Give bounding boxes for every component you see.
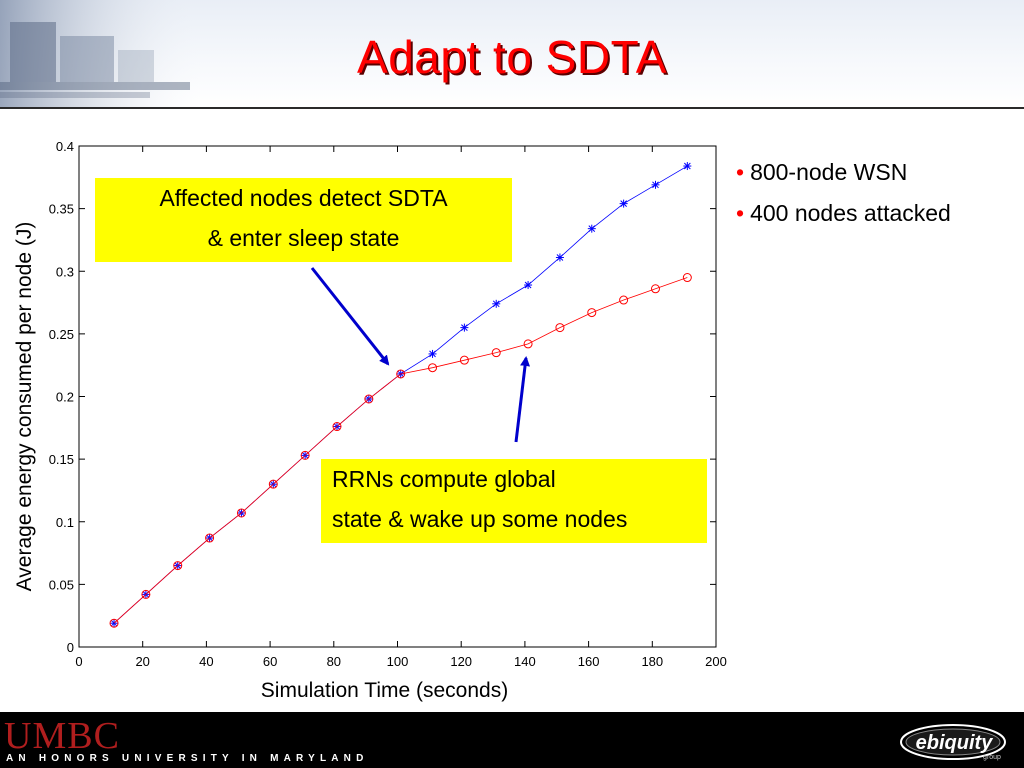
data-point-circle [555, 323, 565, 333]
slide-header: Adapt to SDTA [0, 0, 1024, 108]
slide-footer: UMBC AN HONORS UNIVERSITY IN MARYLAND eb… [0, 712, 1024, 768]
y-tick-label: 0.25 [49, 327, 74, 342]
bullet-text: 400 nodes attacked [750, 200, 951, 226]
ebiquity-logo: ebiquity group [900, 724, 1006, 761]
data-point-star [492, 299, 501, 308]
data-point-circle [109, 618, 119, 628]
svg-text:group: group [983, 754, 1001, 761]
x-axis-label: Simulation Time (seconds) [261, 679, 508, 702]
data-point-circle [268, 479, 278, 489]
data-point-circle [587, 308, 597, 318]
data-point-star [651, 180, 660, 189]
title-divider [0, 107, 1024, 109]
y-tick-label: 0.35 [49, 202, 74, 217]
callout-line: state & wake up some nodes [332, 506, 628, 532]
data-point-star [619, 199, 628, 208]
data-point-circle [141, 589, 151, 599]
umbc-tagline: AN HONORS UNIVERSITY IN MARYLAND [6, 753, 369, 764]
callout-line: Affected nodes detect SDTA [159, 185, 448, 211]
x-tick-label: 180 [641, 654, 663, 669]
series-line [113, 277, 688, 624]
callout-line: RRNs compute global [332, 466, 556, 492]
y-tick-label: 0.3 [56, 264, 74, 279]
data-point-circle [428, 363, 438, 373]
y-tick-label: 0 [67, 640, 74, 655]
data-point-star [683, 162, 692, 171]
x-tick-label: 100 [387, 654, 409, 669]
data-point-circle [205, 533, 215, 543]
data-point-circle [650, 284, 660, 294]
umbc-logo: UMBC [4, 715, 120, 757]
x-tick-label: 60 [263, 654, 277, 669]
callout-rrns-wake: RRNs compute global state & wake up some… [321, 459, 707, 543]
bullet-text: 800-node WSN [750, 159, 908, 185]
data-point-circle [523, 339, 533, 349]
bullet-dot-icon: • [736, 200, 745, 226]
data-point-star [555, 253, 564, 262]
data-point-circle [332, 422, 342, 432]
x-tick-label: 160 [578, 654, 600, 669]
data-point-circle [300, 450, 310, 460]
x-tick-label: 40 [199, 654, 213, 669]
data-point-circle [364, 394, 374, 404]
callout-line: & enter sleep state [207, 225, 400, 251]
callout-detect-sdta: Affected nodes detect SDTA & enter sleep… [95, 178, 512, 262]
data-point-circle [619, 295, 629, 305]
y-tick-label: 0.05 [49, 577, 74, 592]
x-tick-label: 20 [135, 654, 149, 669]
x-tick-label: 200 [705, 654, 727, 669]
data-point-star [428, 349, 437, 358]
data-point-circle [491, 348, 501, 358]
campus-banner-image [0, 0, 200, 108]
data-point-circle [173, 561, 183, 571]
bullet-dot-icon: • [736, 159, 745, 185]
y-axis-label: Average energy consumed per node (J) [13, 222, 36, 592]
x-tick-label: 140 [514, 654, 536, 669]
data-point-star [524, 281, 533, 290]
data-point-circle [459, 355, 469, 365]
svg-text:ebiquity: ebiquity [916, 732, 994, 754]
y-tick-label: 0.4 [56, 139, 74, 154]
y-tick-label: 0.15 [49, 452, 74, 467]
bullet-list: • 800-node WSN • 400 nodes attacked [736, 152, 951, 234]
data-point-circle [236, 508, 246, 518]
arrow-to-sleep-point [310, 267, 390, 366]
bullet-item: • 800-node WSN [736, 152, 951, 193]
data-point-star [460, 323, 469, 332]
y-tick-label: 0.2 [56, 390, 74, 405]
slide-title: Adapt to SDTA [357, 31, 667, 83]
x-tick-label: 120 [450, 654, 472, 669]
x-tick-label: 80 [327, 654, 341, 669]
arrow-to-wake-point [514, 356, 531, 443]
data-point-star [587, 224, 596, 233]
bullet-item: • 400 nodes attacked [736, 193, 951, 234]
data-point-circle [396, 369, 406, 379]
data-point-circle [682, 273, 692, 283]
x-tick-label: 0 [75, 654, 82, 669]
y-tick-label: 0.1 [56, 515, 74, 530]
